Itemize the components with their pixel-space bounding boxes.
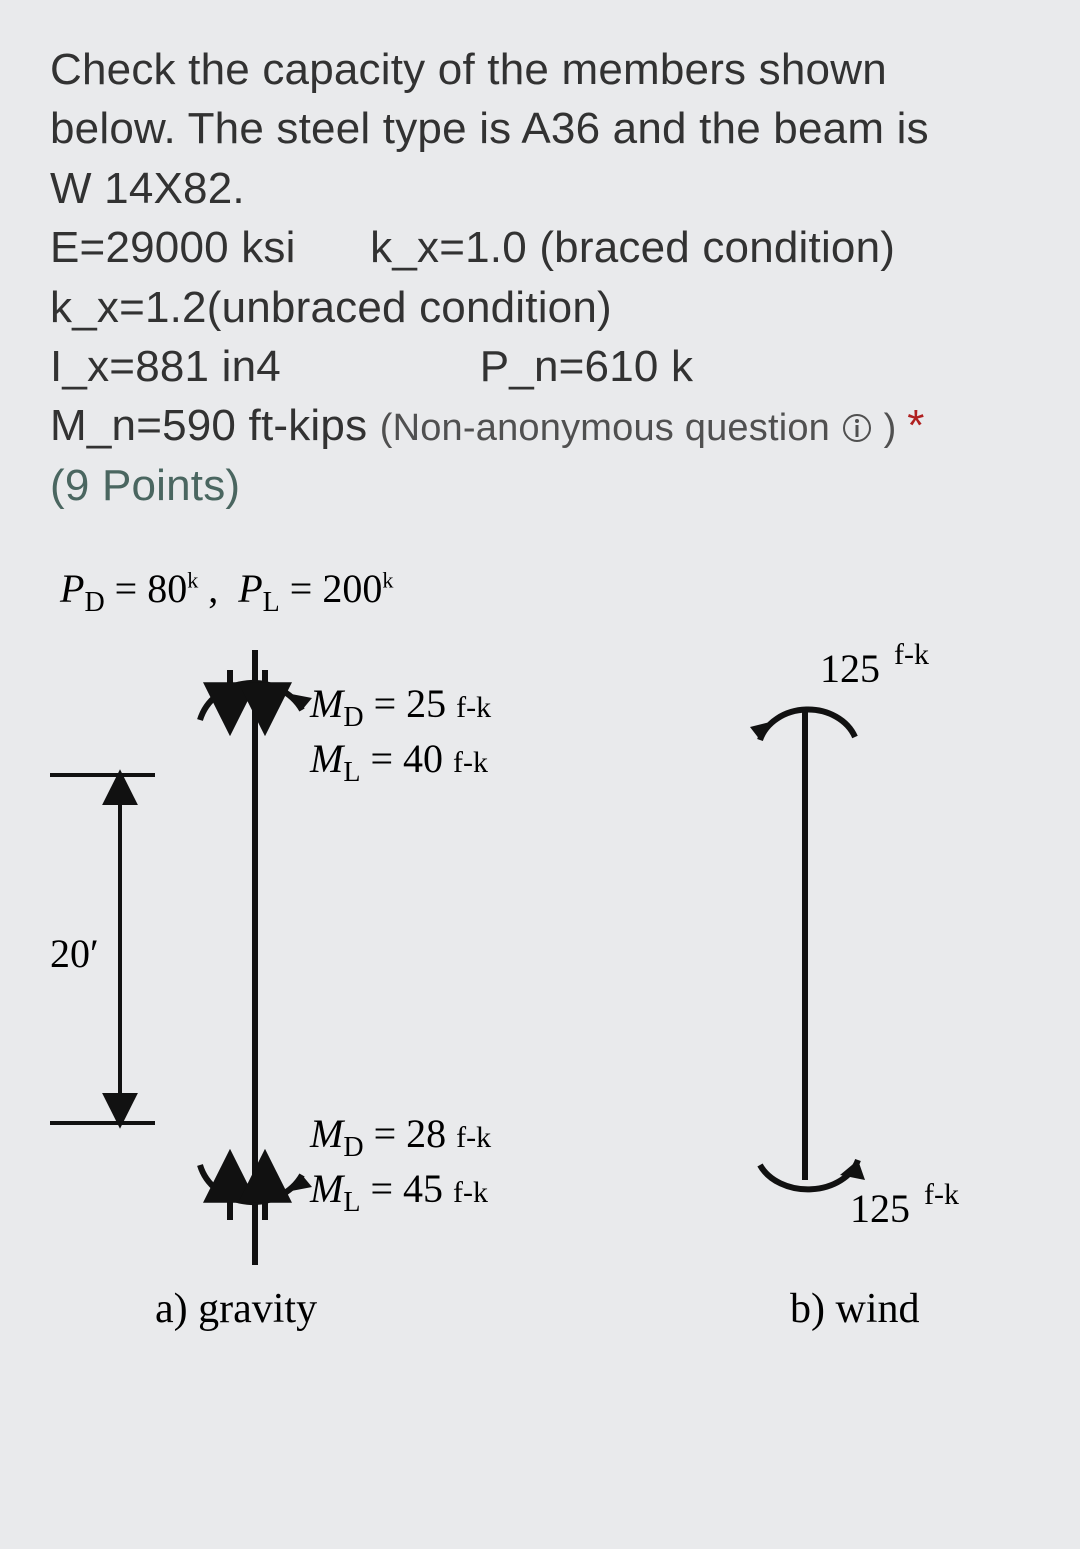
q-line5: k_x=1.2(unbraced condition) <box>50 283 612 332</box>
q-line2: below. The steel type is A36 and the bea… <box>50 104 929 153</box>
question-text-block: Check the capacity of the members shown … <box>50 40 1030 515</box>
nonanon-close: ) <box>884 407 897 449</box>
q-line4a: E=29000 ksi <box>50 223 296 272</box>
diagram-svg <box>50 565 1030 1345</box>
q-line1: Check the capacity of the members shown <box>50 45 887 94</box>
q-line6a: I_x=881 in4 <box>50 342 281 391</box>
figure-container: PD = 80k , PL = 200k MD = 25 f-k ML = 40… <box>50 565 1030 1465</box>
q-line7a: M_n=590 ft-kips <box>50 401 367 450</box>
info-icon <box>841 412 873 444</box>
q-line6b: P_n=610 k <box>480 342 693 391</box>
nonanon-text: (Non-anonymous question <box>380 407 830 449</box>
q-line3: W 14X82. <box>50 164 245 213</box>
required-asterisk: * <box>907 401 924 450</box>
q-line4b: k_x=1.0 (braced condition) <box>370 223 895 272</box>
points-text: (9 Points) <box>50 461 240 510</box>
